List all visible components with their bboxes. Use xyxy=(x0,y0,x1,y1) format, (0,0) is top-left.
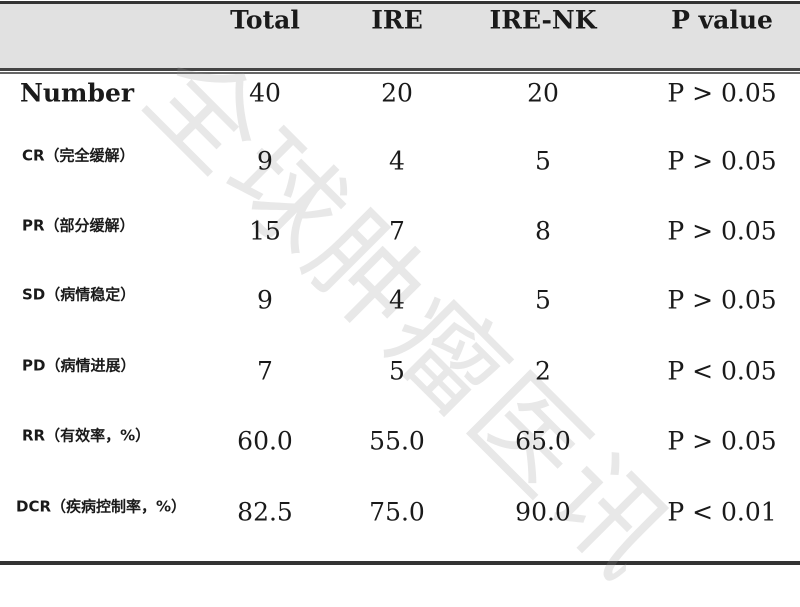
table-cell: 9 xyxy=(257,146,273,176)
header-ire: IRE xyxy=(371,5,423,35)
table-top-rule xyxy=(0,1,800,4)
row-label: RR（有效率，%） xyxy=(22,426,151,445)
table-cell: 4 xyxy=(389,146,405,176)
table-cell: 65.0 xyxy=(515,426,571,456)
table-cell: P > 0.05 xyxy=(667,78,777,108)
table-cell: 75.0 xyxy=(369,497,425,527)
table-cell: P > 0.05 xyxy=(667,285,777,315)
row-label: PD（病情进展） xyxy=(22,356,136,375)
table-cell: 60.0 xyxy=(237,426,293,456)
table-cell: P > 0.05 xyxy=(667,146,777,176)
row-label: CR（完全缓解） xyxy=(22,146,135,165)
header-ire-nk: IRE-NK xyxy=(489,5,597,35)
header-rule-secondary xyxy=(0,72,800,74)
table-cell: 7 xyxy=(257,356,273,386)
table-cell: 82.5 xyxy=(237,497,293,527)
row-label: SD（病情稳定） xyxy=(22,285,136,304)
table-cell: 9 xyxy=(257,285,273,315)
table-cell: 55.0 xyxy=(369,426,425,456)
header-p-value: P value xyxy=(671,5,773,35)
table-bottom-rule xyxy=(0,561,800,565)
table-cell: 4 xyxy=(389,285,405,315)
table-cell: 90.0 xyxy=(515,497,571,527)
row-label: PR（部分缓解） xyxy=(22,216,135,235)
table-cell: 5 xyxy=(389,356,405,386)
header-total: Total xyxy=(230,5,300,35)
header-rule xyxy=(0,68,800,71)
table-cell: P < 0.01 xyxy=(667,497,777,527)
table-cell: 15 xyxy=(249,216,281,246)
table-cell: 20 xyxy=(527,78,559,108)
table-cell: P < 0.05 xyxy=(667,356,777,386)
table-cell: P > 0.05 xyxy=(667,426,777,456)
table-cell: 2 xyxy=(535,356,551,386)
table-cell: 7 xyxy=(389,216,405,246)
table-cell: 5 xyxy=(535,146,551,176)
row-label: Number xyxy=(20,78,135,108)
table-cell: 40 xyxy=(249,78,281,108)
table-header xyxy=(0,4,800,68)
table-cell: P > 0.05 xyxy=(667,216,777,246)
table-cell: 5 xyxy=(535,285,551,315)
table-cell: 20 xyxy=(381,78,413,108)
row-label: DCR（疾病控制率，%） xyxy=(16,497,187,516)
table-cell: 8 xyxy=(535,216,551,246)
